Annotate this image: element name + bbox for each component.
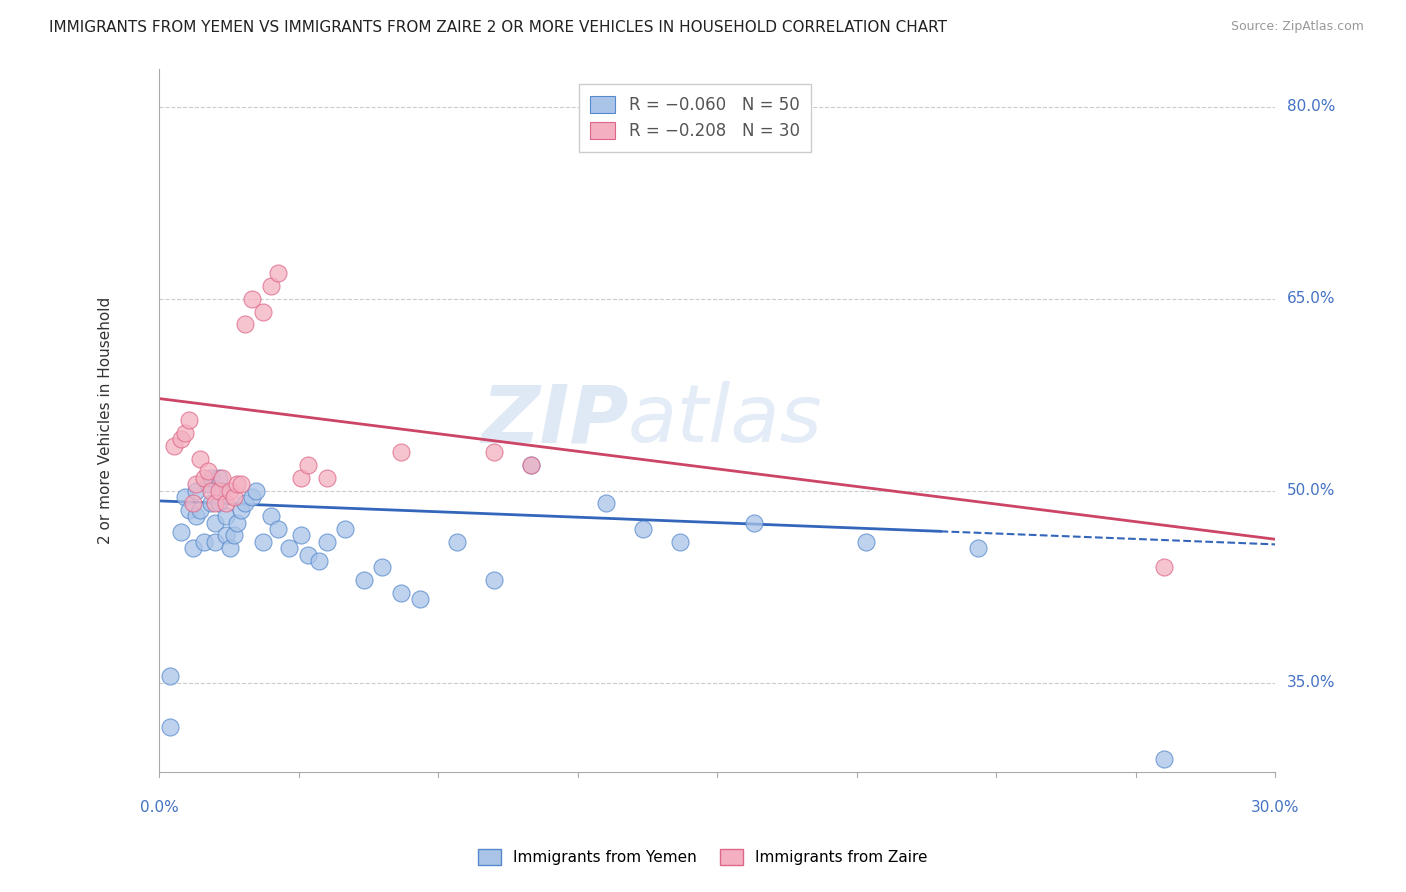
Point: [389, 586, 412, 600]
Point: [290, 471, 312, 485]
Point: [186, 477, 208, 491]
Point: [315, 534, 337, 549]
Point: [520, 458, 543, 472]
Point: [855, 534, 877, 549]
Point: [181, 541, 204, 556]
Point: [174, 490, 197, 504]
Point: [595, 496, 617, 510]
Point: [159, 720, 181, 734]
Point: [159, 669, 181, 683]
Point: [197, 465, 219, 479]
Point: [1153, 752, 1175, 766]
Text: 65.0%: 65.0%: [1286, 292, 1336, 306]
Point: [218, 541, 240, 556]
Text: 80.0%: 80.0%: [1286, 99, 1334, 114]
Point: [240, 490, 263, 504]
Text: atlas: atlas: [628, 381, 823, 459]
Point: [520, 458, 543, 472]
Point: [181, 496, 204, 510]
Point: [211, 483, 233, 498]
Point: [226, 516, 249, 530]
Point: [267, 266, 290, 280]
Point: [1153, 560, 1175, 574]
Point: [252, 304, 274, 318]
Point: [177, 413, 200, 427]
Text: 35.0%: 35.0%: [1286, 675, 1336, 690]
Point: [229, 503, 252, 517]
Point: [267, 522, 290, 536]
Point: [200, 496, 222, 510]
Point: [218, 483, 240, 498]
Text: Source: ZipAtlas.com: Source: ZipAtlas.com: [1230, 20, 1364, 33]
Point: [229, 477, 252, 491]
Text: IMMIGRANTS FROM YEMEN VS IMMIGRANTS FROM ZAIRE 2 OR MORE VEHICLES IN HOUSEHOLD C: IMMIGRANTS FROM YEMEN VS IMMIGRANTS FROM…: [49, 20, 948, 35]
Point: [215, 509, 238, 524]
Point: [170, 433, 193, 447]
Point: [308, 554, 330, 568]
Point: [200, 483, 222, 498]
Point: [297, 458, 319, 472]
Point: [222, 528, 245, 542]
Point: [222, 490, 245, 504]
Point: [233, 496, 256, 510]
Point: [482, 573, 505, 587]
Point: [197, 477, 219, 491]
Point: [278, 541, 301, 556]
Point: [204, 496, 226, 510]
Point: [186, 483, 208, 498]
Point: [669, 534, 692, 549]
Point: [353, 573, 375, 587]
Legend: R = −0.060   N = 50, R = −0.208   N = 30: R = −0.060 N = 50, R = −0.208 N = 30: [579, 84, 811, 152]
Point: [170, 524, 193, 539]
Legend: Immigrants from Yemen, Immigrants from Zaire: Immigrants from Yemen, Immigrants from Z…: [472, 843, 934, 871]
Text: 30.0%: 30.0%: [1251, 800, 1299, 815]
Point: [208, 483, 231, 498]
Text: 50.0%: 50.0%: [1286, 483, 1334, 498]
Point: [290, 528, 312, 542]
Point: [233, 318, 256, 332]
Point: [188, 503, 211, 517]
Text: 2 or more Vehicles in Household: 2 or more Vehicles in Household: [98, 297, 112, 544]
Point: [215, 496, 238, 510]
Point: [211, 471, 233, 485]
Point: [193, 534, 215, 549]
Point: [174, 426, 197, 441]
Point: [297, 548, 319, 562]
Point: [446, 534, 468, 549]
Point: [200, 471, 222, 485]
Point: [966, 541, 988, 556]
Point: [177, 503, 200, 517]
Point: [260, 279, 283, 293]
Text: ZIP: ZIP: [481, 381, 628, 459]
Point: [215, 528, 238, 542]
Point: [482, 445, 505, 459]
Point: [371, 560, 394, 574]
Point: [335, 522, 357, 536]
Point: [226, 477, 249, 491]
Point: [186, 509, 208, 524]
Point: [208, 471, 231, 485]
Point: [204, 534, 226, 549]
Point: [389, 445, 412, 459]
Text: 0.0%: 0.0%: [139, 800, 179, 815]
Point: [631, 522, 654, 536]
Point: [260, 509, 283, 524]
Point: [245, 483, 267, 498]
Point: [204, 516, 226, 530]
Point: [744, 516, 766, 530]
Point: [208, 496, 231, 510]
Point: [193, 471, 215, 485]
Point: [408, 592, 430, 607]
Point: [240, 292, 263, 306]
Point: [315, 471, 337, 485]
Point: [163, 439, 186, 453]
Point: [188, 451, 211, 466]
Point: [252, 534, 274, 549]
